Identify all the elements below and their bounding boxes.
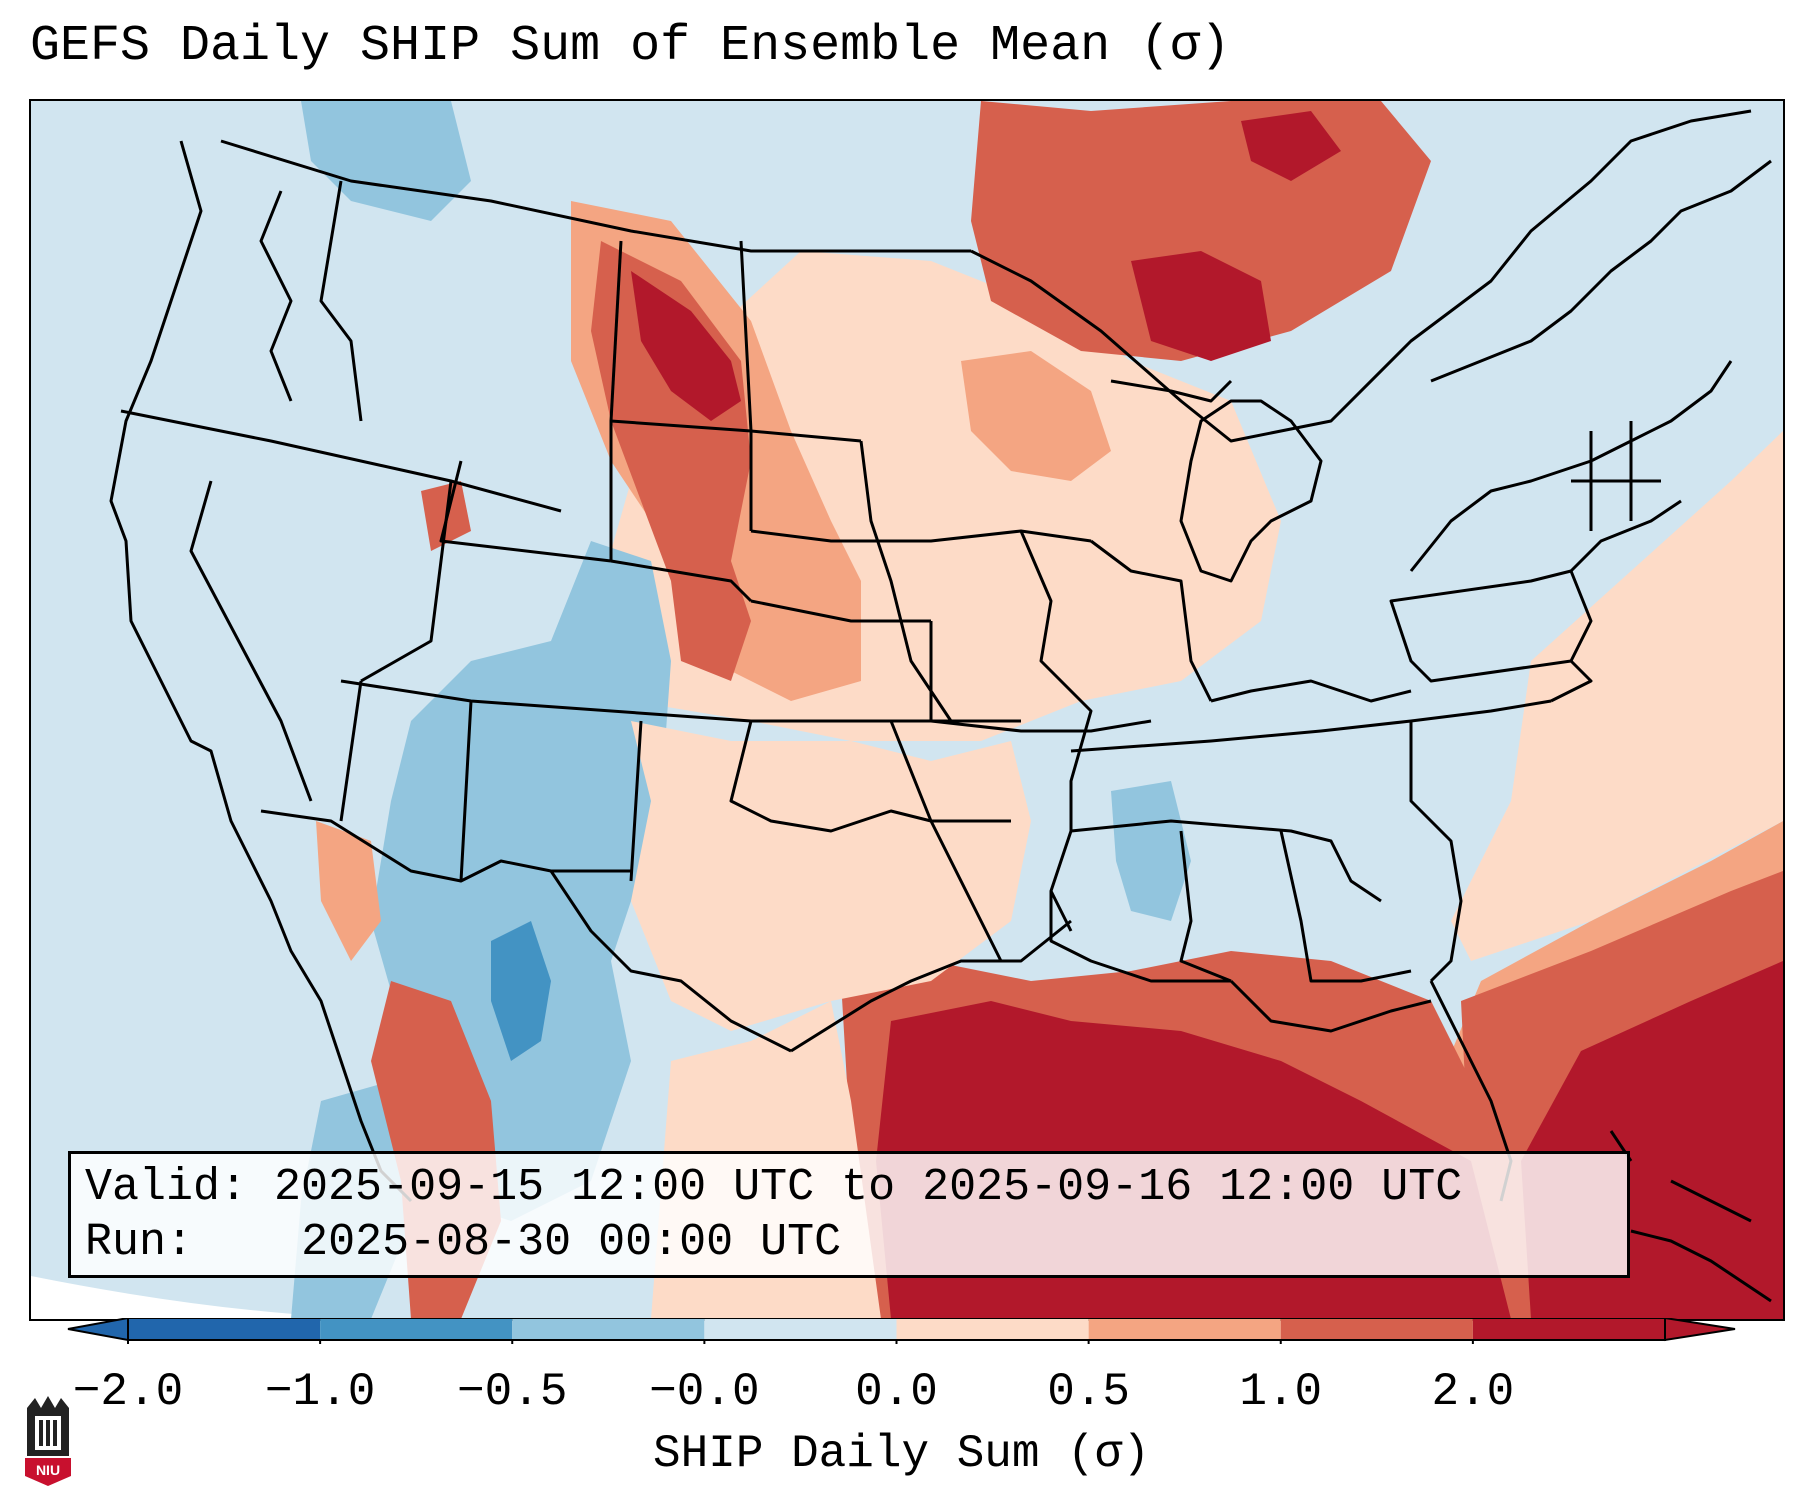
anomaly-superior-deep xyxy=(1131,251,1271,361)
colorbar-tick-label: 2.0 xyxy=(1431,1366,1515,1418)
valid-value: 2025-09-15 12:00 UTC to 2025-09-16 12:00… xyxy=(274,1162,1463,1213)
projection-edge-sw xyxy=(31,1276,391,1319)
colorbar-tick-label: −0.0 xyxy=(649,1366,760,1418)
map-panel xyxy=(29,99,1785,1321)
chart-title: GEFS Daily SHIP Sum of Ensemble Mean (σ) xyxy=(30,18,1231,75)
colorbar-tick-label: 0.0 xyxy=(855,1366,938,1418)
anomaly-midwest-light xyxy=(961,351,1111,481)
colorbar-bin xyxy=(896,1318,1089,1340)
colorbar-tick-label: −1.0 xyxy=(264,1366,376,1418)
colorbar-tick-label: −0.5 xyxy=(457,1366,568,1418)
colorbar-extend-low xyxy=(67,1318,129,1342)
colorbar-bin xyxy=(1472,1318,1665,1340)
run-info-box: Valid: 2025-09-15 12:00 UTC to 2025-09-1… xyxy=(68,1151,1630,1278)
anomaly-ontario-deep xyxy=(1241,111,1341,181)
colorbar-tick-label: 1.0 xyxy=(1239,1366,1323,1418)
colorbar xyxy=(67,1318,1736,1344)
valid-label: Valid: xyxy=(85,1162,248,1213)
anomaly-mississippi-cool xyxy=(1111,781,1191,921)
state-borders xyxy=(109,109,1772,1303)
colorbar-bin xyxy=(1088,1318,1281,1340)
niu-logo: NIU xyxy=(25,1396,71,1486)
colorbar-bin xyxy=(1280,1318,1473,1340)
niu-logo-text: NIU xyxy=(36,1462,60,1478)
anomaly-baja-mid xyxy=(316,821,381,961)
colorbar-bin xyxy=(320,1318,513,1340)
colorbar-tick-label: −2.0 xyxy=(72,1366,184,1418)
niu-logo-shield xyxy=(25,1458,71,1486)
colorbar-bin xyxy=(512,1318,705,1340)
colorbar-bin xyxy=(704,1318,897,1340)
anomaly-montana-deep xyxy=(631,271,741,421)
colorbar-extend-high xyxy=(1664,1318,1736,1342)
colorbar-label: SHIP Daily Sum (σ) xyxy=(653,1428,1150,1480)
run-label: Run: xyxy=(85,1217,194,1268)
ship-anomaly-map xyxy=(31,101,1783,1319)
anomaly-atlantic-light-2 xyxy=(1451,431,1783,961)
anomaly-southwest-mid xyxy=(491,921,551,1061)
run-value: 2025-08-30 00:00 UTC xyxy=(301,1217,842,1268)
colorbar-tick-label: 0.5 xyxy=(1047,1366,1131,1418)
colorbar-bin xyxy=(128,1318,321,1340)
